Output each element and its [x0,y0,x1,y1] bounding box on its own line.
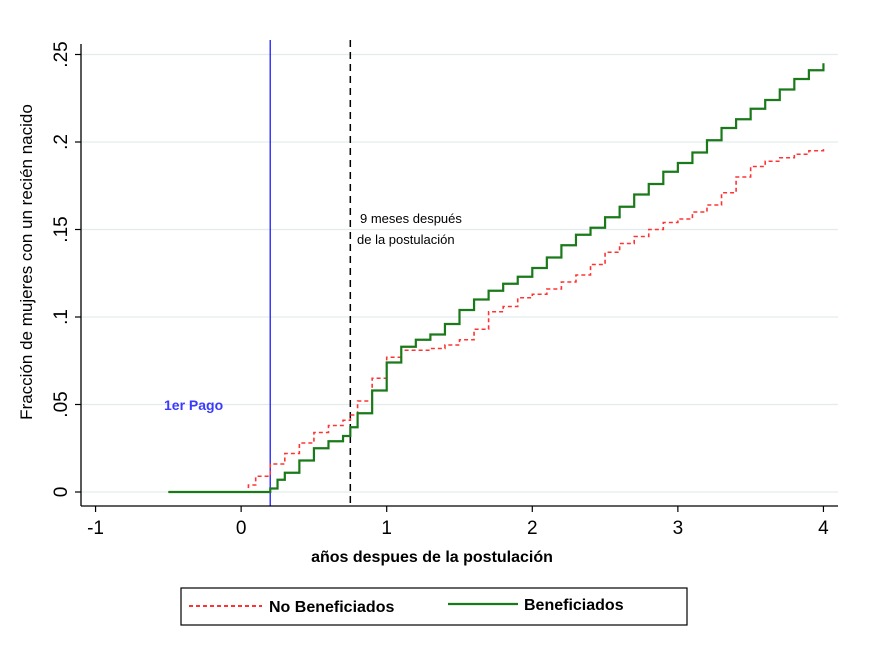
series-line-beneficiados [168,63,825,494]
vertical-lines [269,40,352,506]
y-tick-label-0: 0 [51,487,72,498]
legend: No Beneficiados Beneficiados [180,587,688,626]
tick-labels: 0 .05 .1 .15 .2 .25 -1 0 1 2 3 4 [51,41,829,539]
series-line-no-beneficiados [168,147,825,493]
legend-label-beneficiados: Beneficiados [524,597,624,614]
y-tick-label-3: .15 [51,216,72,242]
y-axis-title: Fracción de mujeres con un recién nacido [17,104,36,420]
x-tick-label-4: 3 [673,518,684,539]
grid-layer [81,53,838,493]
x-tick-label-5: 4 [818,518,829,539]
y-tick-label-2: .1 [51,309,72,325]
y-tick-label-5: .25 [51,41,72,67]
series-layer [168,63,825,494]
nine-months-label-line2: de la postulación [357,232,455,247]
y-tick-label-4: .2 [51,134,72,150]
x-tick-label-1: 0 [236,518,247,539]
y-tick-label-1: .05 [51,391,72,417]
x-tick-label-2: 1 [381,518,392,539]
x-tick-label-3: 2 [527,518,538,539]
legend-box [180,587,688,626]
x-tick-label-0: -1 [87,518,104,539]
x-axis-title: años despues de la postulación [311,549,553,566]
axes-layer [75,44,838,512]
legend-label-no-beneficiados: No Beneficiados [269,599,394,616]
first-payment-label: 1er Pago [164,397,223,413]
nine-months-label-line1: 9 meses después [360,211,462,226]
